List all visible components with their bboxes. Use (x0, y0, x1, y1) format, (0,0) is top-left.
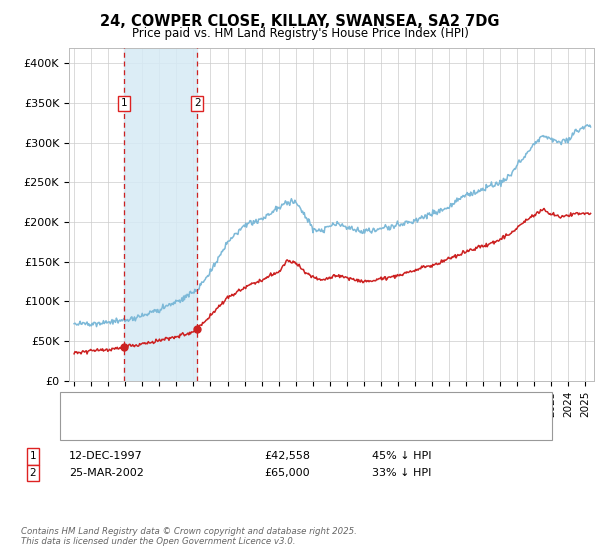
Text: 2: 2 (29, 468, 37, 478)
Text: 24, COWPER CLOSE, KILLAY, SWANSEA, SA2 7DG: 24, COWPER CLOSE, KILLAY, SWANSEA, SA2 7… (100, 14, 500, 29)
Text: —: — (75, 411, 89, 426)
Text: 1: 1 (121, 98, 128, 108)
Text: 33% ↓ HPI: 33% ↓ HPI (372, 468, 431, 478)
Text: 1: 1 (29, 451, 37, 461)
Text: Contains HM Land Registry data © Crown copyright and database right 2025.
This d: Contains HM Land Registry data © Crown c… (21, 526, 357, 546)
Text: 25-MAR-2002: 25-MAR-2002 (69, 468, 144, 478)
Text: £65,000: £65,000 (264, 468, 310, 478)
Text: £42,558: £42,558 (264, 451, 310, 461)
Text: 2: 2 (194, 98, 200, 108)
Bar (124, 48, 197, 381)
Text: 45% ↓ HPI: 45% ↓ HPI (372, 451, 431, 461)
Text: HPI: Average price, detached house, Swansea: HPI: Average price, detached house, Swan… (93, 427, 344, 437)
Text: 24, COWPER CLOSE, KILLAY, SWANSEA, SA2 7DG (detached house): 24, COWPER CLOSE, KILLAY, SWANSEA, SA2 7… (93, 413, 461, 423)
Text: 12-DEC-1997: 12-DEC-1997 (69, 451, 143, 461)
Text: —: — (75, 426, 89, 439)
Text: Price paid vs. HM Land Registry's House Price Index (HPI): Price paid vs. HM Land Registry's House … (131, 27, 469, 40)
